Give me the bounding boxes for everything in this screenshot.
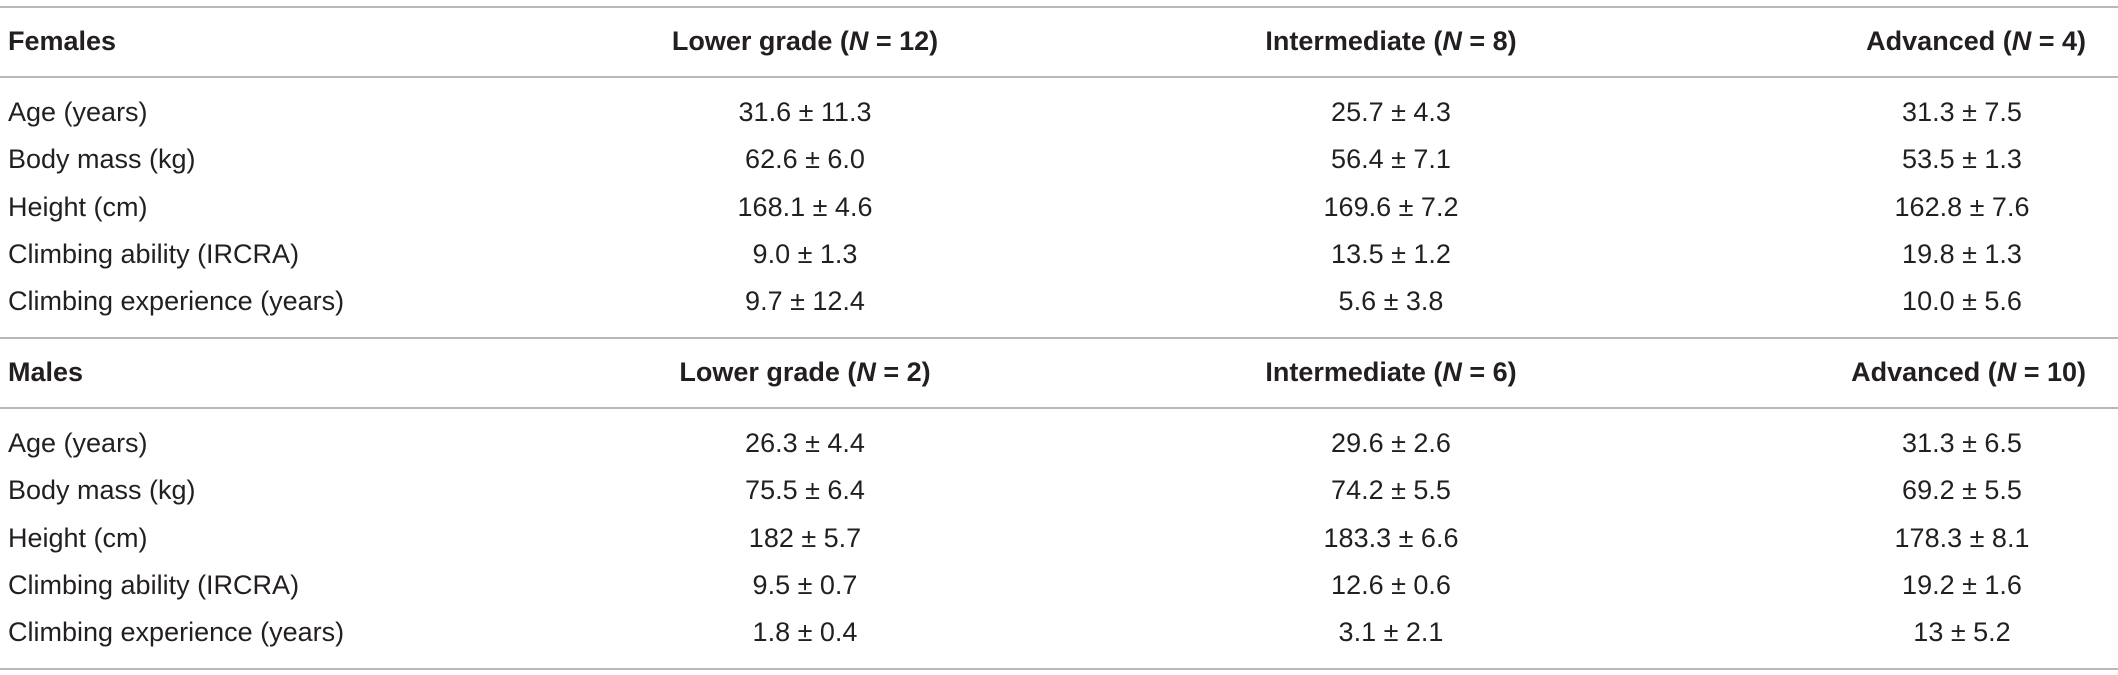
rule: [0, 337, 2118, 339]
header-part: Advanced (: [1851, 357, 1997, 387]
cell-value: 31.6 ± 11.3: [738, 97, 872, 127]
cell-value: 5.6 ± 3.8: [1338, 286, 1444, 317]
row-label: Age (years): [8, 97, 148, 127]
column-header: Lower grade (N = 2): [679, 355, 930, 389]
header-part: N: [848, 26, 869, 56]
cell-value: 29.6 ± 2.6: [1331, 428, 1451, 458]
header-part: Lower grade (: [671, 26, 849, 56]
section-title: Females: [8, 26, 117, 56]
cell-value: 1.8 ± 0.4: [752, 617, 858, 648]
rule: [0, 407, 2118, 409]
cell-value: 169.6 ± 7.2: [1323, 191, 1459, 222]
row-label: Climbing ability (IRCRA): [8, 569, 300, 600]
cell-value: 53.5 ± 1.3: [1902, 144, 2022, 175]
header-part: = 6): [1461, 357, 1517, 387]
rule: [0, 668, 2118, 670]
row-label: Height (cm): [8, 191, 148, 222]
cell-value: 182 ± 5.7: [748, 522, 862, 553]
row-label: Climbing ability (IRCRA): [8, 238, 300, 269]
cell-value: 75.5 ± 6.4: [745, 475, 865, 506]
column-header: Advanced (N = 10): [1851, 355, 2086, 389]
cell-value: 26.3 ± 4.4: [745, 428, 865, 458]
header-part: N: [2011, 26, 2032, 56]
header-part: Intermediate (: [1265, 357, 1443, 387]
row-label: Body mass (kg): [8, 144, 196, 175]
cell-value: 10.0 ± 5.6: [1902, 286, 2022, 317]
rule: [0, 6, 2118, 8]
cell-value: 9.7 ± 12.4: [745, 286, 865, 317]
header-part: = 8): [1461, 26, 1517, 56]
row-label: Height (cm): [8, 522, 148, 553]
header-part: = 2): [875, 357, 931, 387]
cell-value: 162.8 ± 7.6: [1894, 191, 2030, 222]
cell-value: 62.6 ± 6.0: [745, 144, 865, 175]
column-header: Advanced (N = 4): [1866, 24, 2086, 58]
header-part: N: [856, 357, 876, 387]
header-part: N: [1996, 357, 2017, 387]
row-label: Climbing experience (years): [8, 286, 345, 317]
header-part: Lower grade (: [679, 357, 857, 387]
cell-value: 56.4 ± 7.1: [1331, 144, 1451, 175]
cell-value: 69.2 ± 5.5: [1902, 475, 2022, 506]
cell-value: 74.2 ± 5.5: [1331, 475, 1451, 506]
row-label: Age (years): [8, 428, 148, 458]
header-part: N: [1442, 26, 1462, 56]
cell-value: 13 ± 5.2: [1913, 617, 2011, 648]
header-part: N: [1442, 357, 1462, 387]
header-part: = 4): [2031, 26, 2086, 56]
column-header: Lower grade (N = 12): [672, 24, 938, 58]
column-header: Intermediate (N = 8): [1265, 24, 1516, 58]
rule: [0, 76, 2118, 78]
header-part: Intermediate (: [1265, 26, 1443, 56]
column-header: Intermediate (N = 6): [1265, 355, 1516, 389]
section-title: Males: [8, 357, 84, 387]
cell-value: 9.5 ± 0.7: [752, 569, 858, 600]
cell-value: 19.2 ± 1.6: [1902, 569, 2022, 600]
cell-value: 168.1 ± 4.6: [737, 191, 873, 222]
cell-value: 19.8 ± 1.3: [1902, 238, 2022, 269]
row-label: Body mass (kg): [8, 475, 196, 506]
cell-value: 25.7 ± 4.3: [1331, 97, 1451, 127]
row-label: Climbing experience (years): [8, 617, 345, 648]
cell-value: 3.1 ± 2.1: [1338, 617, 1444, 648]
header-part: Advanced (: [1866, 26, 2012, 56]
header-part: = 12): [868, 26, 939, 56]
cell-value: 12.6 ± 0.6: [1331, 569, 1451, 600]
cell-value: 9.0 ± 1.3: [752, 238, 858, 269]
cell-value: 13.5 ± 1.2: [1331, 238, 1451, 269]
cell-value: 31.3 ± 7.5: [1902, 97, 2022, 127]
header-part: = 10): [2016, 357, 2086, 387]
cell-value: 183.3 ± 6.6: [1323, 522, 1459, 553]
cell-value: 178.3 ± 8.1: [1894, 522, 2030, 553]
cell-value: 31.3 ± 6.5: [1902, 428, 2022, 458]
